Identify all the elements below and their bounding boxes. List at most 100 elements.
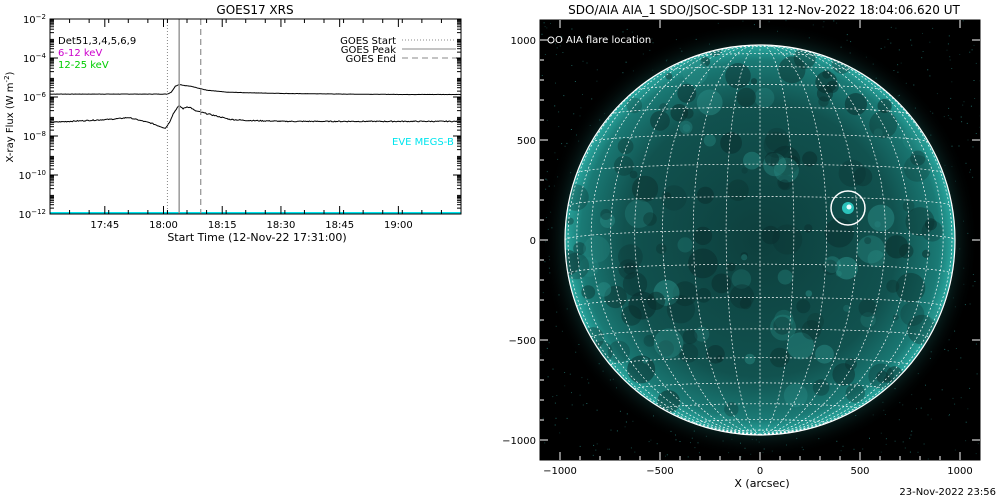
background-noise-pixel — [895, 27, 897, 29]
background-noise-pixel — [898, 419, 900, 421]
background-noise-pixel — [573, 113, 575, 115]
legend-goes-peak: GOES Peak — [341, 45, 396, 56]
background-noise-pixel — [911, 430, 913, 432]
active-region-blob — [743, 151, 761, 170]
background-noise-pixel — [550, 23, 551, 24]
background-noise-pixel — [554, 105, 556, 107]
background-noise-pixel — [742, 20, 744, 22]
background-noise-pixel — [929, 41, 931, 43]
goes-y-tick-label: 10−10 — [18, 169, 46, 182]
background-noise-pixel — [823, 21, 825, 23]
background-noise-pixel — [927, 414, 929, 416]
legend-6-12kev: 6-12 keV — [58, 48, 102, 59]
background-noise-pixel — [974, 98, 976, 99]
background-noise-pixel — [956, 368, 958, 370]
background-noise-pixel — [547, 376, 549, 378]
coronal-hole-blob — [845, 358, 857, 371]
aia-image-panel: SDO/AIA AIA_1 SDO/JSOC-SDP 131 12-Nov-20… — [500, 0, 1000, 500]
aia-y-tick-label: 1000 — [511, 36, 536, 47]
background-noise-pixel — [970, 169, 971, 171]
goes-xrs-plot: GOES17 XRS 10−12 10−10 10−8 10−6 10−4 10−2 17:… — [0, 0, 470, 260]
background-noise-pixel — [961, 121, 963, 123]
background-noise-pixel — [898, 49, 900, 51]
background-noise-pixel — [540, 320, 542, 322]
background-noise-pixel — [969, 387, 971, 389]
aia-y-tick-label: 500 — [517, 136, 536, 147]
background-noise-pixel — [975, 343, 977, 345]
goes-xrs-chart: GOES17 XRS 10−12 10−10 10−8 10−6 10−4 10−2 17:… — [3, 3, 462, 244]
active-region-blob — [677, 237, 693, 253]
coronal-hole-blob — [604, 285, 627, 309]
background-noise-pixel — [969, 303, 971, 305]
background-noise-pixel — [552, 368, 554, 370]
background-noise-pixel — [822, 26, 824, 28]
active-region-blob — [874, 221, 881, 228]
background-noise-pixel — [582, 38, 584, 40]
background-noise-pixel — [580, 107, 582, 109]
background-noise-pixel — [555, 417, 557, 419]
goes-x-tick-label: 18:00 — [149, 220, 178, 231]
background-noise-pixel — [544, 54, 546, 55]
coronal-hole-blob — [736, 87, 756, 108]
coronal-hole-blob — [822, 259, 838, 275]
background-noise-pixel — [909, 451, 911, 453]
coronal-hole-blob — [726, 262, 736, 272]
aia-y-tick-label: −1000 — [502, 436, 536, 447]
background-noise-pixel — [581, 377, 583, 379]
background-noise-pixel — [969, 51, 971, 53]
heliographic-grid — [564, 44, 956, 436]
background-noise-pixel — [595, 449, 597, 451]
coronal-hole-blob — [626, 97, 643, 114]
active-region-blob — [741, 254, 748, 261]
coronal-hole-blob — [802, 151, 818, 167]
background-noise-pixel — [954, 449, 956, 451]
background-noise-pixel — [962, 104, 964, 106]
background-noise-pixel — [561, 143, 563, 145]
coronal-hole-blob — [672, 281, 698, 307]
coronal-hole-blob — [895, 272, 926, 303]
aia-x-axis-label: X (arcsec) — [734, 477, 789, 490]
active-region-blob — [696, 89, 723, 116]
active-region-blob — [856, 235, 885, 264]
background-noise-pixel — [960, 116, 962, 118]
active-region-blob — [679, 120, 693, 134]
goes-x-tick-label: 19:00 — [384, 220, 413, 231]
background-noise-pixel — [920, 407, 922, 409]
background-noise-pixel — [959, 54, 961, 55]
latitude-line — [610, 106, 910, 115]
background-noise-pixel — [916, 408, 917, 410]
background-noise-pixel — [626, 413, 628, 415]
aia-title: SDO/AIA AIA_1 SDO/JSOC-SDP 131 12-Nov-20… — [568, 3, 960, 17]
coronal-hole-blob — [565, 249, 580, 276]
background-noise-pixel — [910, 434, 912, 436]
coronal-hole-blob — [607, 340, 630, 363]
background-noise-pixel — [555, 43, 557, 45]
background-noise-pixel — [923, 443, 925, 445]
coronal-hole-blob — [727, 179, 749, 201]
flare-core — [846, 204, 852, 210]
background-noise-pixel — [544, 26, 546, 28]
background-noise-pixel — [622, 31, 624, 33]
goes-y-axis-label: X-ray Flux (W m-2) — [3, 71, 16, 162]
longitude-line — [759, 45, 910, 436]
active-region-blob — [770, 314, 796, 341]
coronal-hole-blob — [683, 108, 694, 119]
background-noise-pixel — [554, 402, 556, 404]
background-noise-pixel — [862, 448, 864, 450]
coronal-hole-blob — [770, 145, 801, 176]
background-noise-pixel — [648, 441, 650, 443]
active-region-blob — [754, 87, 775, 108]
background-noise-pixel — [555, 54, 557, 56]
longitude-line — [759, 44, 795, 436]
background-noise-pixel — [586, 403, 588, 404]
background-noise-pixel — [596, 409, 598, 411]
background-noise-pixel — [652, 42, 654, 44]
background-noise-pixel — [541, 33, 543, 35]
aia-solar-image: SDO/AIA AIA_1 SDO/JSOC-SDP 131 12-Nov-20… — [502, 3, 981, 490]
coronal-hole-blob — [740, 252, 748, 260]
latitude-line — [610, 357, 910, 366]
goes-x-axis-label: Start Time (12-Nov-22 17:31:00) — [167, 231, 346, 244]
background-noise-pixel — [559, 45, 561, 47]
short-channel-line — [50, 104, 461, 129]
coronal-hole-blob — [832, 363, 855, 386]
